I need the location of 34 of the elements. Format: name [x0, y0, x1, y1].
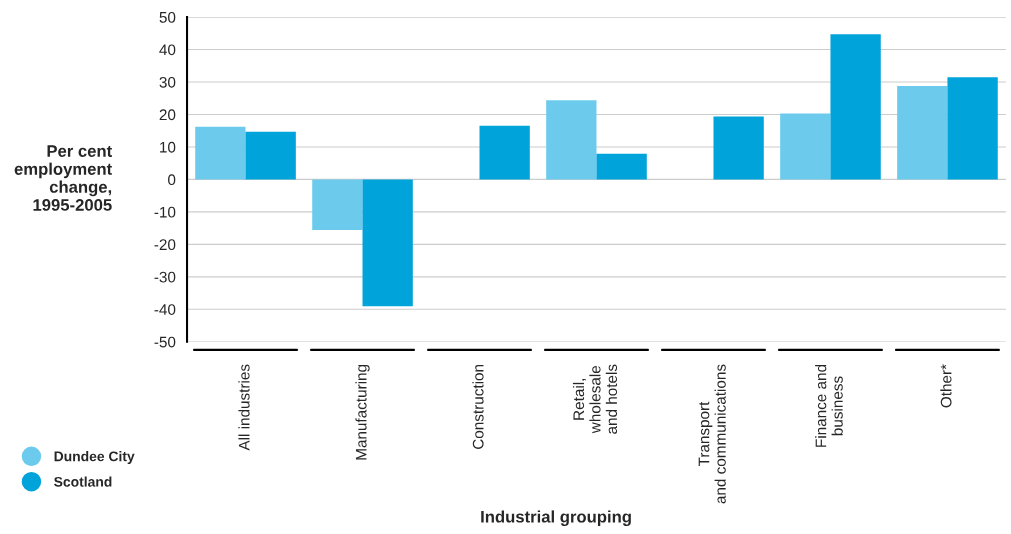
legend-label: Scotland — [54, 476, 112, 487]
x-tick-label: Construction — [472, 364, 484, 449]
bar — [830, 34, 881, 180]
bar — [245, 131, 296, 180]
bar — [479, 125, 530, 180]
x-tick-label: Retail, wholesale and hotels — [572, 364, 618, 434]
y-tick-label: 10 — [160, 141, 176, 153]
bar — [897, 85, 948, 180]
y-tick-label: -30 — [154, 271, 176, 283]
bar — [713, 116, 764, 180]
y-tick-label: -50 — [154, 336, 176, 348]
x-tick-label: Transport and communications — [698, 364, 726, 504]
bar — [546, 100, 597, 180]
y-tick-label: 30 — [159, 76, 176, 88]
bar — [596, 153, 647, 180]
bar — [947, 77, 998, 180]
x-tick-label: Finance and business — [815, 364, 843, 447]
x-axis-title: Industrial grouping — [481, 510, 631, 526]
x-tick-label: All industries — [238, 364, 250, 451]
y-tick-label: 50 — [159, 11, 176, 23]
y-tick-label: -10 — [154, 206, 176, 218]
y-axis-title: Per cent employment change, 1995-2005 — [14, 145, 112, 211]
bar — [195, 126, 246, 180]
y-tick-label: 0 — [168, 174, 176, 186]
y-tick-label: 40 — [159, 44, 176, 56]
y-tick-label: -40 — [154, 304, 176, 315]
y-tick-label: -20 — [154, 239, 176, 251]
bar — [362, 179, 413, 307]
y-tick-label: 20 — [159, 109, 176, 121]
x-tick-label: Manufacturing — [355, 364, 370, 460]
bar — [780, 113, 831, 180]
bar — [312, 179, 363, 231]
x-tick-label: Other* — [940, 364, 952, 408]
legend-label: Dundee City — [54, 451, 135, 465]
